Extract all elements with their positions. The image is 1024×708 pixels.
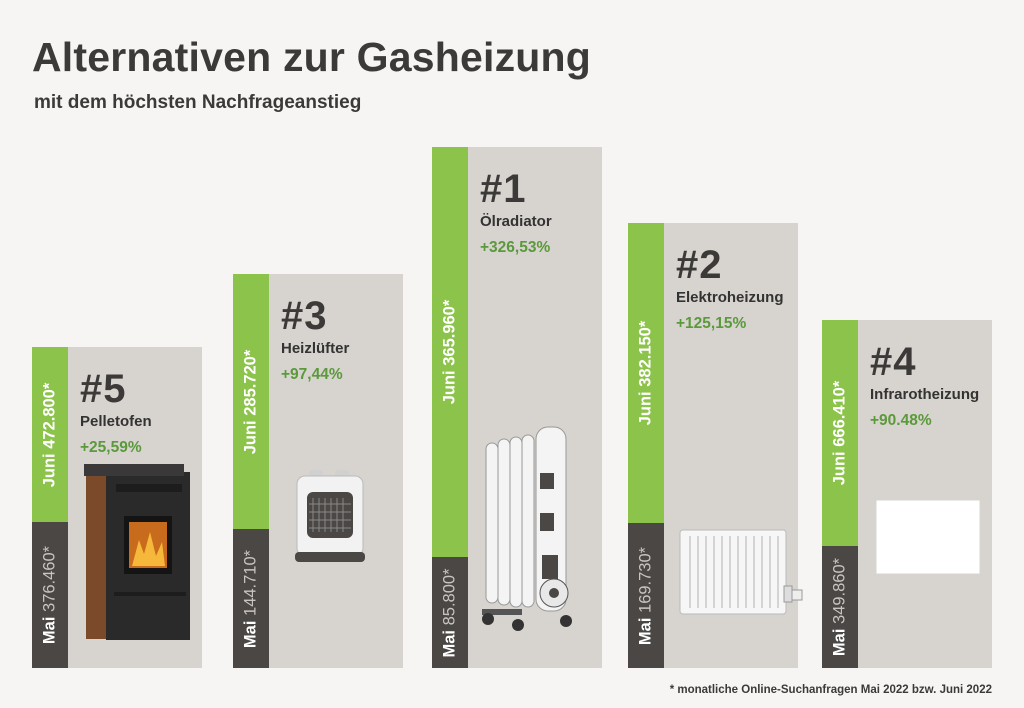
change-percent: +97,44%	[281, 366, 343, 383]
june-bar: Juni 472.800*	[32, 347, 68, 522]
electric-heater-icon	[676, 528, 806, 623]
page-subtitle: mit dem höchsten Nachfrageanstieg	[34, 92, 362, 113]
may-month: Mai	[241, 620, 260, 648]
june-bar: Juni 365.960*	[432, 147, 468, 557]
may-value: 85.800*	[440, 568, 459, 625]
card-elektroheizung: Juni 382.150* Mai 169.730* #2 Elektroheizun…	[628, 223, 803, 668]
product-name: Elektroheizung	[676, 289, 784, 306]
may-month: Mai	[636, 617, 655, 645]
may-bar: Mai 85.800*	[432, 557, 468, 668]
june-value: 382.150*	[636, 320, 655, 387]
june-bar: Juni 382.150*	[628, 223, 664, 523]
card-heizlüfter: Juni 285.720* Mai 144.710* #3 Heizlüfter +97…	[233, 274, 403, 668]
may-value: 349.860*	[830, 557, 849, 624]
card-ölradiator: Juni 365.960* Mai 85.800* #1 Ölradiator +326…	[432, 147, 602, 668]
june-label: Juni 285.720*	[242, 349, 261, 454]
may-bar: Mai 169.730*	[628, 523, 664, 668]
rank-label: #1	[480, 167, 527, 211]
may-value: 169.730*	[636, 546, 655, 613]
change-percent: +125,15%	[676, 315, 747, 332]
change-percent: +326,53%	[480, 239, 551, 256]
june-value: 666.410*	[830, 380, 849, 447]
june-label: Juni 365.960*	[441, 300, 460, 405]
may-month: Mai	[830, 628, 849, 657]
june-value: 285.720*	[241, 349, 260, 416]
june-month: Juni	[440, 370, 459, 405]
may-label: Mai 376.460*	[41, 546, 60, 644]
footnote: * monatliche Online-Suchanfragen Mai 202…	[669, 684, 992, 696]
rank-label: #4	[870, 340, 917, 384]
change-percent: +25,59%	[80, 439, 142, 456]
product-name: Pelletofen	[80, 413, 152, 430]
june-month: Juni	[636, 391, 655, 426]
change-percent: +90.48%	[870, 412, 932, 429]
may-month: Mai	[440, 629, 459, 657]
product-name: Heizlüfter	[281, 340, 350, 357]
rank-label: #5	[80, 367, 127, 411]
may-bar: Mai 376.460*	[32, 522, 68, 668]
june-bar: Juni 666.410*	[822, 320, 858, 546]
infrared-panel-icon	[874, 498, 984, 583]
pellet-stove-icon	[84, 462, 194, 647]
card-pelletofen: Juni 472.800* Mai 376.460* #5 Pelletofen +25…	[32, 347, 202, 668]
june-month: Juni	[830, 451, 849, 486]
product-name: Ölradiator	[480, 213, 552, 230]
may-bar: Mai 349.860*	[822, 546, 858, 668]
may-month: Mai	[40, 616, 59, 645]
product-name: Infrarotheizung	[870, 386, 980, 403]
rank-label: #3	[281, 294, 328, 338]
june-label: Juni 666.410*	[831, 381, 850, 486]
may-label: Mai 85.800*	[441, 568, 460, 657]
june-value: 365.960*	[440, 299, 459, 366]
may-label: Mai 349.860*	[831, 558, 850, 656]
oil-radiator-icon	[482, 425, 582, 640]
may-bar: Mai 144.710*	[233, 529, 269, 668]
may-value: 144.710*	[241, 549, 260, 616]
june-label: Juni 472.800*	[41, 382, 60, 487]
may-value: 376.460*	[40, 545, 59, 612]
june-bar: Juni 285.720*	[233, 274, 269, 529]
june-month: Juni	[40, 452, 59, 487]
rank-label: #2	[676, 243, 723, 287]
fan-heater-icon	[295, 470, 365, 570]
june-month: Juni	[241, 419, 260, 454]
page-title: Alternativen zur Gasheizung	[32, 34, 591, 80]
june-value: 472.800*	[40, 382, 59, 449]
may-label: Mai 169.730*	[637, 546, 656, 644]
card-infrarotheizung: Juni 666.410* Mai 349.860* #4 Infrarotheizu…	[822, 320, 992, 668]
june-label: Juni 382.150*	[637, 321, 656, 426]
may-label: Mai 144.710*	[242, 549, 261, 647]
